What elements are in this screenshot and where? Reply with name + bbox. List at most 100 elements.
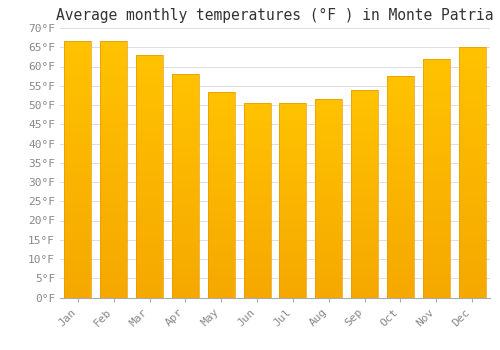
Bar (280, 245, 306, 247)
Bar (423, 128, 450, 131)
Bar (136, 84, 163, 86)
Bar (351, 208, 378, 210)
Bar (64, 226, 92, 228)
Bar (351, 148, 378, 150)
Bar (280, 117, 306, 119)
Bar (172, 226, 199, 228)
Bar (316, 214, 342, 216)
Bar (458, 47, 485, 298)
Bar (280, 218, 306, 220)
Bar (351, 106, 378, 108)
Bar (100, 98, 127, 100)
Bar (136, 157, 163, 159)
Bar (244, 136, 270, 138)
Bar (351, 108, 378, 110)
Bar (351, 218, 378, 220)
Bar (100, 139, 127, 141)
Bar (100, 213, 127, 216)
Bar (387, 132, 414, 134)
Bar (64, 195, 92, 198)
Bar (458, 130, 485, 132)
Bar (387, 289, 414, 291)
Bar (136, 123, 163, 125)
Bar (244, 117, 270, 119)
Bar (387, 145, 414, 147)
Bar (100, 264, 127, 267)
Bar (351, 133, 378, 135)
Bar (172, 139, 199, 141)
Bar (208, 197, 234, 199)
Bar (208, 262, 234, 265)
Bar (64, 42, 92, 44)
Bar (458, 177, 485, 180)
Bar (208, 116, 234, 118)
Bar (172, 251, 199, 253)
Bar (387, 85, 414, 87)
Bar (64, 272, 92, 274)
Bar (458, 82, 485, 85)
Bar (316, 250, 342, 252)
Bar (136, 191, 163, 193)
Bar (64, 167, 92, 169)
Bar (316, 123, 342, 125)
Bar (351, 277, 378, 279)
Bar (316, 99, 342, 298)
Bar (423, 171, 450, 173)
Bar (244, 128, 270, 130)
Bar (316, 232, 342, 234)
Bar (387, 196, 414, 198)
Bar (458, 258, 485, 260)
Bar (423, 59, 450, 298)
Bar (136, 106, 163, 108)
Bar (244, 266, 270, 268)
Bar (316, 193, 342, 194)
Bar (387, 220, 414, 222)
Bar (136, 142, 163, 145)
Bar (100, 95, 127, 98)
Bar (387, 204, 414, 207)
Bar (172, 132, 199, 134)
Bar (100, 159, 127, 162)
Bar (387, 152, 414, 154)
Bar (387, 258, 414, 260)
Bar (423, 286, 450, 288)
Bar (387, 278, 414, 280)
Bar (280, 126, 306, 128)
Bar (316, 270, 342, 272)
Bar (458, 120, 485, 122)
Bar (316, 149, 342, 151)
Bar (244, 204, 270, 206)
Bar (316, 198, 342, 200)
Bar (316, 248, 342, 250)
Bar (387, 260, 414, 262)
Bar (136, 246, 163, 249)
Bar (351, 231, 378, 233)
Bar (316, 264, 342, 266)
Bar (136, 225, 163, 227)
Bar (136, 181, 163, 183)
Bar (244, 253, 270, 255)
Bar (136, 67, 163, 70)
Bar (136, 290, 163, 293)
Bar (172, 264, 199, 266)
Bar (172, 204, 199, 206)
Bar (423, 159, 450, 161)
Bar (64, 213, 92, 216)
Bar (423, 85, 450, 88)
Bar (316, 107, 342, 109)
Bar (351, 117, 378, 119)
Bar (316, 103, 342, 105)
Bar (458, 280, 485, 282)
Bar (423, 228, 450, 231)
Bar (458, 180, 485, 182)
Bar (100, 164, 127, 167)
Bar (351, 94, 378, 96)
Bar (136, 172, 163, 174)
Bar (244, 270, 270, 272)
Bar (316, 167, 342, 169)
Bar (244, 146, 270, 148)
Bar (351, 114, 378, 117)
Bar (172, 282, 199, 284)
Bar (100, 77, 127, 80)
Bar (244, 262, 270, 265)
